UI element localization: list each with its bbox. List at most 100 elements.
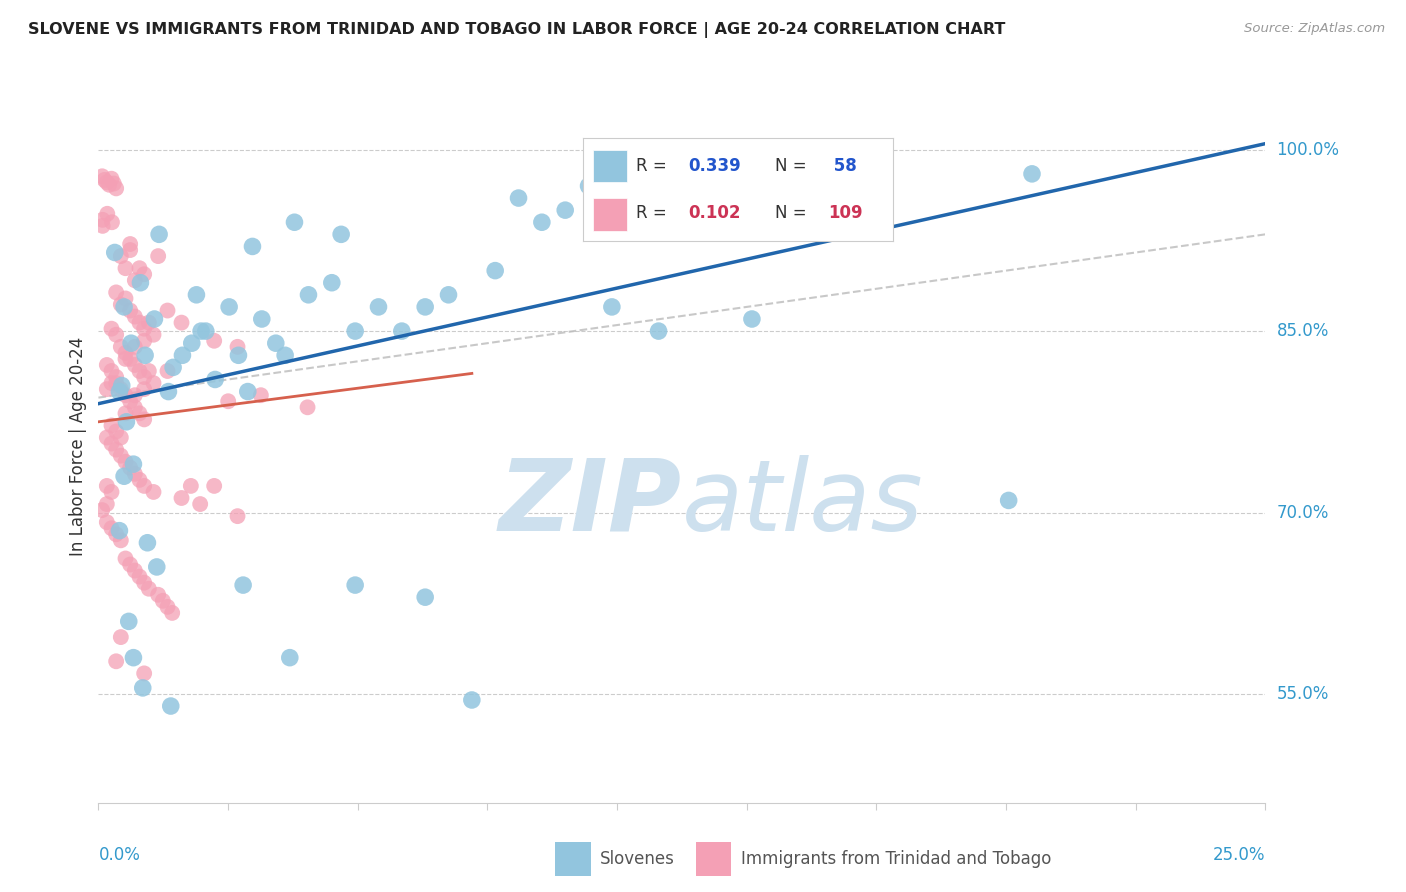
Point (226, 509, 249, 524)
Point (128, 316, 150, 330)
Point (91, 219, 114, 233)
Text: 55.0%: 55.0% (1277, 685, 1329, 703)
Point (115, 415, 138, 429)
Point (190, 324, 212, 338)
Point (232, 578, 254, 592)
Point (578, 178, 600, 193)
Point (128, 364, 150, 378)
Point (157, 384, 180, 399)
Point (367, 300, 389, 314)
Point (100, 418, 122, 433)
Point (120, 394, 142, 409)
Point (124, 340, 146, 354)
Point (124, 401, 146, 415)
Point (156, 364, 179, 378)
Point (114, 406, 136, 420)
Point (160, 606, 183, 620)
Point (96, 515, 118, 529)
Point (108, 524, 131, 538)
Point (91, 212, 114, 227)
Point (105, 370, 128, 384)
Point (114, 346, 136, 360)
Point (180, 336, 202, 351)
Point (142, 327, 165, 342)
Point (129, 276, 152, 290)
Point (242, 239, 264, 253)
Point (112, 469, 135, 483)
Point (120, 243, 142, 257)
Text: SLOVENE VS IMMIGRANTS FROM TRINIDAD AND TOBAGO IN LABOR FORCE | AGE 20-24 CORREL: SLOVENE VS IMMIGRANTS FROM TRINIDAD AND … (28, 22, 1005, 38)
Point (110, 630, 132, 644)
Text: 85.0%: 85.0% (1277, 322, 1329, 340)
FancyBboxPatch shape (593, 198, 627, 230)
Point (134, 321, 156, 335)
Point (1021, 167, 1043, 181)
Point (98, 178, 121, 192)
Point (100, 521, 122, 535)
Point (554, 203, 576, 218)
Point (120, 558, 142, 572)
Point (484, 263, 506, 277)
Point (124, 273, 146, 287)
Point (997, 493, 1019, 508)
Point (159, 699, 181, 714)
Point (142, 376, 165, 390)
Point (146, 249, 169, 263)
Point (148, 227, 170, 242)
Point (146, 560, 169, 574)
Point (413, 590, 436, 604)
Point (100, 321, 122, 335)
Point (194, 324, 217, 338)
Point (100, 364, 122, 378)
Point (228, 348, 250, 362)
Text: R =: R = (636, 204, 672, 222)
Text: 0.102: 0.102 (689, 204, 741, 222)
Point (600, 300, 623, 314)
Point (530, 215, 553, 229)
Point (143, 312, 166, 326)
Point (217, 394, 239, 409)
Point (134, 412, 156, 426)
Point (283, 215, 305, 229)
Point (152, 594, 174, 608)
Point (100, 376, 122, 390)
Point (124, 310, 146, 324)
Point (104, 245, 127, 260)
Point (101, 215, 124, 229)
Point (105, 442, 128, 457)
Text: N =: N = (775, 204, 813, 222)
Point (108, 384, 131, 399)
Point (297, 401, 319, 415)
FancyBboxPatch shape (593, 150, 627, 182)
Point (96, 479, 118, 493)
Point (122, 650, 145, 665)
Point (344, 578, 367, 592)
Point (134, 382, 156, 396)
Point (103, 177, 125, 191)
Point (138, 364, 160, 378)
Point (250, 388, 273, 402)
Point (110, 431, 132, 445)
Point (118, 615, 141, 629)
Point (96, 207, 118, 221)
Point (124, 388, 146, 402)
Point (124, 358, 146, 372)
Point (172, 348, 194, 362)
Point (134, 348, 156, 362)
Point (186, 288, 208, 302)
Text: 25.0%: 25.0% (1213, 846, 1265, 863)
Point (111, 378, 134, 392)
Point (226, 340, 249, 354)
Point (114, 551, 136, 566)
Point (134, 267, 156, 281)
Point (138, 316, 160, 330)
Point (647, 324, 669, 338)
Text: N =: N = (775, 157, 813, 175)
Point (142, 485, 165, 500)
Point (110, 249, 132, 263)
Text: 100.0%: 100.0% (1277, 141, 1340, 159)
Text: atlas: atlas (682, 455, 924, 551)
Point (136, 535, 159, 549)
Point (170, 491, 193, 505)
Point (100, 171, 122, 186)
